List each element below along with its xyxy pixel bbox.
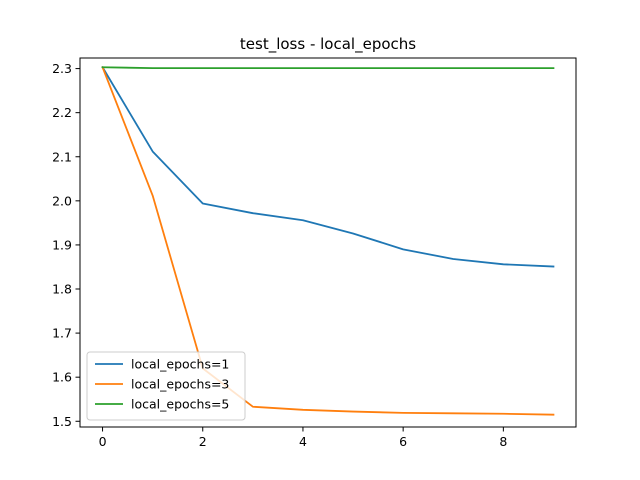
plot-area	[101, 66, 555, 416]
y-tick-label: 1.8	[52, 282, 72, 297]
y-tick-label: 2.0	[52, 193, 72, 208]
series-line-1	[101, 66, 555, 268]
y-tick-label: 1.7	[52, 326, 72, 341]
series-line-3	[101, 66, 555, 70]
legend-label-3: local_epochs=5	[131, 397, 229, 412]
x-tick-label: 2	[199, 434, 207, 449]
series-line-2	[101, 66, 555, 416]
y-tick-label: 1.6	[52, 370, 72, 385]
legend: local_epochs=1 local_epochs=3 local_epochs…	[86, 351, 246, 421]
axes-frame	[79, 57, 577, 428]
legend-label-2: local_epochs=3	[131, 377, 229, 392]
y-tick-label: 2.1	[52, 149, 72, 164]
x-tick-label: 8	[499, 434, 507, 449]
chart-title: test_loss - local_epochs	[240, 35, 416, 54]
legend-label-1: local_epochs=1	[131, 357, 229, 372]
axes: 0 2 4 6 8 1.5 1.6 1.7 1.8 1.9 2.0 2.1 2.2 2.3	[52, 57, 577, 449]
x-tick-label: 0	[99, 434, 107, 449]
y-tick-label: 2.3	[52, 61, 72, 76]
y-tick-label: 2.2	[52, 105, 72, 120]
legend-box	[86, 351, 246, 421]
y-tick-label: 1.5	[52, 414, 72, 429]
x-tick-label: 6	[399, 434, 407, 449]
x-tick-label: 4	[299, 434, 307, 449]
y-tick-label: 1.9	[52, 237, 72, 252]
